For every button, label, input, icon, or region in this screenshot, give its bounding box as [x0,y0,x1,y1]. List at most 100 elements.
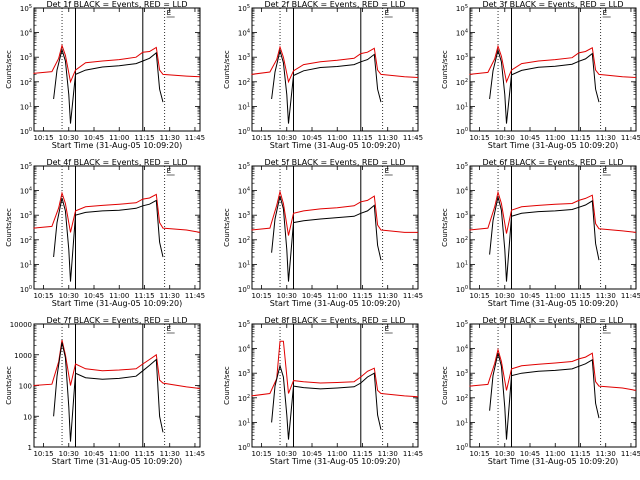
marker-label: E [167,167,171,175]
y-tick-label: 100 [19,383,32,391]
x-tick-label: 11:45 [403,450,423,458]
chart-title: Det 3f BLACK = Events, RED = LLD [482,0,623,9]
y-tick-label: 103 [238,53,250,62]
x-tick-label: 10:45 [302,450,322,458]
x-tick-label: 11:45 [621,450,640,458]
events-series-line [489,196,600,282]
x-tick-label: 10:30 [59,450,79,458]
y-tick-label: 100 [238,285,250,294]
x-tick-label: 10:45 [302,134,322,142]
y-tick-label: 104 [456,187,468,196]
plot-frame [251,323,419,448]
events-series-line [53,47,164,124]
plot-frame [251,7,419,132]
y-axis-label: Counts/sec [223,50,231,89]
x-tick-label: 11:30 [378,292,398,300]
x-tick-label: 10:15 [33,450,53,458]
y-tick-label: 101 [20,260,32,269]
marker-label: E [603,325,607,333]
marker-label: E [385,325,389,333]
x-tick-label: 11:15 [352,450,372,458]
y-tick-label: 105 [456,4,468,13]
x-tick-label: 11:15 [570,134,590,142]
x-tick-label: 10:30 [277,450,297,458]
x-tick-label: 10:45 [302,292,322,300]
y-tick-label: 101 [238,102,250,111]
x-tick-label: 10:45 [520,450,540,458]
panel-4: Det 4f BLACK = Events, RED = LLD 10:15 10:… [5,158,205,308]
y-tick-label: 101 [20,102,32,111]
y-tick-label: 102 [20,78,32,87]
y-axis-label: Counts/sec [441,50,449,89]
y-tick-label: 105 [238,4,250,13]
chart-title: Det 2f BLACK = Events, RED = LLD [264,0,405,9]
x-tick-label: 10:45 [520,292,540,300]
marker-label: E [167,9,171,17]
marker-label: E [167,325,171,333]
plot-frame [33,165,201,290]
x-tick-label: 11:00 [545,292,565,300]
x-tick-label: 11:30 [160,450,180,458]
y-axis-label: Counts/sec [5,208,13,247]
x-tick-label: 10:45 [84,450,104,458]
marker-label: E [385,9,389,17]
x-tick-label: 11:00 [545,450,565,458]
x-tick-label: 11:30 [596,134,616,142]
lld-series-line [469,190,637,234]
y-tick-label: 103 [456,369,468,378]
events-series-line [271,363,382,440]
x-tick-label: 11:00 [327,292,347,300]
y-tick-label: 101 [238,260,250,269]
events-series-line [271,195,382,282]
x-tick-label: 11:00 [327,450,347,458]
y-tick-label: 100 [238,443,250,452]
x-tick-label: 10:15 [251,134,271,142]
x-axis-label: Start Time (31-Aug-05 10:09:20) [488,299,619,308]
x-tick-label: 10:15 [469,450,489,458]
x-axis-label: Start Time (31-Aug-05 10:09:20) [488,457,619,466]
lld-series-line [251,340,419,398]
y-tick-label: 100 [456,127,468,136]
panel-2: Det 2f BLACK = Events, RED = LLD 10:15 10:… [223,0,423,150]
panel-6: Det 6f BLACK = Events, RED = LLD 10:15 10:… [441,158,640,308]
events-series-line [489,353,600,440]
chart-title: Det 7f BLACK = Events, RED = LLD [46,316,187,325]
x-tick-label: 11:45 [185,292,205,300]
x-tick-label: 10:15 [251,292,271,300]
x-tick-label: 11:00 [545,134,565,142]
y-axis-label: Counts/sec [441,366,449,405]
events-series-line [271,48,382,124]
x-tick-label: 11:45 [185,450,205,458]
y-tick-label: 102 [20,236,32,245]
y-tick-label: 104 [456,345,468,354]
y-tick-label: 103 [238,369,250,378]
panel-8: Det 8f BLACK = Events, RED = LLD 10:15 10:… [223,316,423,466]
chart-title: Det 6f BLACK = Events, RED = LLD [482,158,623,167]
plot-frame [469,165,637,290]
x-tick-label: 11:30 [160,134,180,142]
y-tick-label: 101 [456,418,468,427]
y-tick-label: 102 [238,78,250,87]
x-tick-label: 11:30 [596,450,616,458]
y-tick-label: 105 [456,320,468,329]
x-tick-label: 10:30 [59,292,79,300]
y-tick-label: 100 [456,443,468,452]
y-tick-label: 1 [28,444,32,452]
y-tick-label: 100 [456,285,468,294]
x-tick-label: 11:30 [378,450,398,458]
x-tick-label: 10:30 [495,450,515,458]
x-tick-label: 11:15 [570,292,590,300]
x-tick-label: 10:30 [495,134,515,142]
lld-series-line [469,44,637,84]
x-tick-label: 11:00 [327,134,347,142]
x-tick-label: 10:15 [33,134,53,142]
y-tick-label: 105 [238,162,250,171]
y-tick-label: 105 [456,162,468,171]
plot-frame [469,7,637,132]
x-tick-label: 10:30 [59,134,79,142]
y-tick-label: 102 [456,236,468,245]
y-tick-label: 103 [456,53,468,62]
x-tick-label: 11:45 [185,134,205,142]
x-tick-label: 11:15 [352,134,372,142]
